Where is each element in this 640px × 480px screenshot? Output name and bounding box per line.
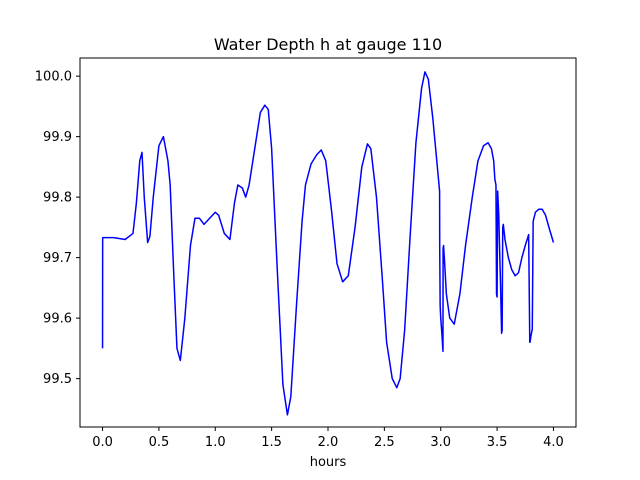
x-tick-label: 0.5 — [149, 435, 170, 450]
x-tick-label: 1.5 — [261, 435, 282, 450]
x-tick-label: 2.5 — [374, 435, 395, 450]
y-tick-label: 99.9 — [43, 130, 72, 145]
x-tick-label: 3.0 — [430, 435, 451, 450]
series-line-0 — [101, 71, 555, 416]
x-tick-label: 2.0 — [318, 435, 339, 450]
plot-area: 0.0 0.5 1.0 1.5 2.0 2.5 3.0 3.5 4.0 99.5 99.6 99.7… — [35, 57, 577, 450]
x-tick-label: 3.5 — [487, 435, 508, 450]
x-tick-label: 4.0 — [543, 435, 564, 450]
x-tick-label: 1.0 — [205, 435, 226, 450]
axes-frame — [79, 57, 577, 428]
y-tick-label: 99.5 — [43, 372, 72, 387]
series-layer — [101, 71, 555, 416]
x-tick-label: 0.0 — [92, 435, 113, 450]
y-tick-label: 99.8 — [43, 191, 72, 206]
y-tick-label: 99.7 — [43, 251, 72, 266]
y-tick-label: 99.6 — [43, 312, 72, 327]
chart-title: Water Depth h at gauge 110 — [214, 35, 442, 54]
y-axis-ticks: 99.5 99.6 99.7 99.8 99.9 100.0 — [35, 70, 80, 387]
x-axis-label: hours — [310, 455, 347, 470]
y-tick-label: 100.0 — [35, 70, 72, 85]
x-axis-ticks: 0.0 0.5 1.0 1.5 2.0 2.5 3.0 3.5 4.0 — [92, 427, 564, 450]
